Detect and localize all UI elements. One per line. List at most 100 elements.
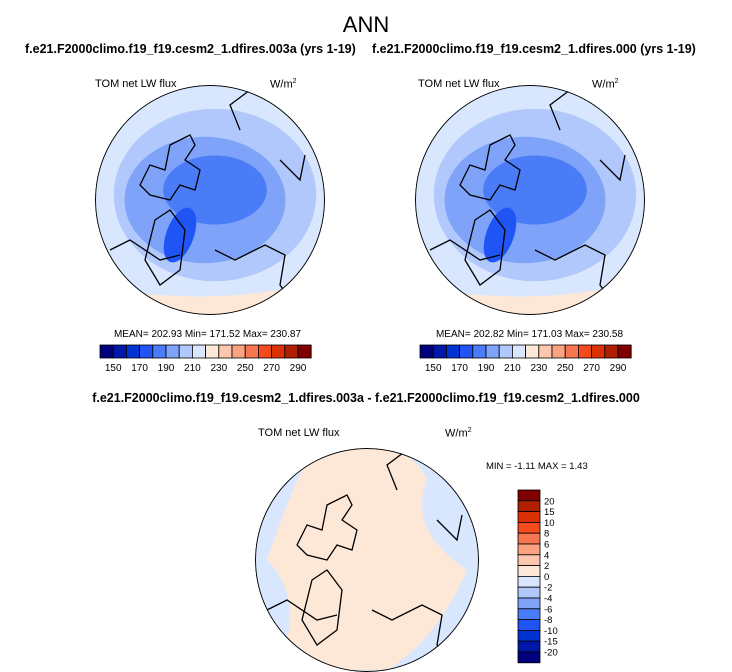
- coastline: [429, 89, 626, 315]
- colorbar-cell: [517, 532, 541, 545]
- colorbar-cell: [517, 554, 541, 566]
- colorbar-cell: [517, 651, 541, 664]
- colorbar-tick-label: 170: [131, 363, 148, 374]
- panel-right-variable: TOM net LW flux: [418, 78, 500, 90]
- colorbar-cell: [517, 565, 541, 577]
- map-border: [95, 85, 325, 315]
- colorbar-tick-label: 170: [451, 363, 468, 374]
- colorbar-cell: [419, 344, 434, 359]
- colorbar-tick-label: 8: [544, 529, 549, 540]
- colorbar-tick-label: -15: [544, 637, 558, 648]
- colorbar-cell: [191, 344, 206, 359]
- colorbar-cell: [517, 489, 541, 502]
- colorbar-tick-label: 6: [544, 540, 549, 551]
- colorbar-cell: [538, 344, 553, 359]
- diff-variable: TOM net LW flux: [258, 427, 340, 439]
- colorbar-tick-label: 150: [425, 363, 442, 374]
- colorbar-cell: [218, 344, 233, 359]
- colorbar-cell: [231, 344, 246, 359]
- field-region: [163, 207, 197, 263]
- colorbar-tick-label: -20: [544, 648, 558, 659]
- colorbar-cell: [617, 344, 632, 359]
- colorbar-cell: [459, 344, 474, 359]
- colorbar-cell: [271, 344, 286, 359]
- colorbar-tick-label: 4: [544, 550, 549, 561]
- units-text: W/m: [270, 78, 293, 91]
- colorbar-cell: [297, 344, 312, 359]
- colorbar-tick-label: 20: [544, 496, 555, 507]
- colorbar-tick-label: 250: [237, 363, 254, 374]
- colorbar-cell: [517, 522, 541, 534]
- panel-left-case: f.e21.F2000climo.f19_f19.cesm2_1.dfires.…: [25, 42, 356, 56]
- units-text: W/m: [445, 427, 468, 440]
- colorbar-tick-label: 290: [610, 363, 627, 374]
- colorbar-tick-label: 10: [544, 518, 555, 529]
- colorbar-cell: [551, 344, 566, 359]
- colorbar-cell: [498, 344, 513, 359]
- units-text: W/m: [592, 78, 615, 91]
- colorbar-cell: [525, 344, 540, 359]
- colorbar-tick-label: -4: [544, 594, 552, 605]
- colorbar-cell: [485, 344, 500, 359]
- colorbar-cell: [604, 344, 619, 359]
- panel-left-units: W/m2: [270, 78, 297, 91]
- colorbar-cell: [139, 344, 154, 359]
- panel-left-stats: MEAN= 202.93 Min= 171.52 Max= 230.87: [113, 329, 302, 340]
- colorbar-tick-label: 270: [263, 363, 280, 374]
- colorbar-cell: [178, 344, 193, 359]
- colorbar-tick-label: 230: [530, 363, 547, 374]
- colorbar-cell: [578, 344, 593, 359]
- field-region: [483, 155, 587, 225]
- colorbar-tick-label: 190: [158, 363, 175, 374]
- colorbar-cell: [517, 576, 541, 588]
- colorbar-cell: [112, 344, 127, 359]
- colorbar-tick-label: -2: [544, 583, 552, 594]
- colorbar-cell: [472, 344, 487, 359]
- panel-left-variable: TOM net LW flux: [95, 78, 177, 90]
- colorbar-tick-label: -8: [544, 615, 552, 626]
- figure-title: ANN: [342, 12, 390, 37]
- colorbar-tick-label: -10: [544, 626, 558, 637]
- colorbar-cell: [517, 619, 541, 631]
- diff-units: W/m2: [445, 427, 472, 440]
- colorbar-cell: [517, 640, 541, 653]
- panel-right-units: W/m2: [592, 78, 619, 91]
- colorbar-tick-label: 15: [544, 507, 555, 518]
- field-region: [267, 448, 467, 670]
- colorbar-tick-label: 250: [557, 363, 574, 374]
- colorbar-cell: [126, 344, 141, 359]
- colorbar-tick-label: 210: [504, 363, 521, 374]
- colorbar-cell: [517, 586, 541, 599]
- colorbar-tick-label: 270: [583, 363, 600, 374]
- colorbar-tick-label: 190: [478, 363, 495, 374]
- colorbar-tick-label: -6: [544, 604, 552, 615]
- colorbar-cell: [517, 543, 541, 556]
- field-region: [483, 207, 517, 263]
- colorbar-cell: [432, 344, 447, 359]
- colorbar-tick-label: 210: [184, 363, 201, 374]
- units-sup: 2: [292, 78, 297, 85]
- colorbar-tick-label: 0: [544, 572, 549, 583]
- panel-right-case: f.e21.F2000climo.f19_f19.cesm2_1.dfires.…: [372, 42, 696, 56]
- colorbar-cell: [517, 500, 541, 512]
- colorbar-cell: [517, 597, 541, 610]
- colorbar-cell: [152, 344, 167, 359]
- field-region: [163, 155, 267, 225]
- diff-stats: MIN = -1.11 MAX = 1.43: [486, 461, 588, 472]
- colorbar-cell: [512, 344, 527, 359]
- map-left: [95, 85, 325, 315]
- panel-right-stats: MEAN= 202.82 Min= 171.03 Max= 230.58: [435, 329, 624, 340]
- diff-title: f.e21.F2000climo.f19_f19.cesm2_1.dfires.…: [92, 391, 640, 405]
- colorbar-cell: [284, 344, 299, 359]
- colorbar-cell: [564, 344, 579, 359]
- colorbar-tick-label: 150: [105, 363, 122, 374]
- colorbar-cell: [99, 344, 114, 359]
- colorbar-cell: [205, 344, 220, 359]
- colorbar-cell: [517, 630, 541, 642]
- colorbar-tick-label: 290: [290, 363, 307, 374]
- coastline: [266, 449, 463, 672]
- map-border: [415, 85, 645, 315]
- colorbar-cell: [517, 608, 541, 620]
